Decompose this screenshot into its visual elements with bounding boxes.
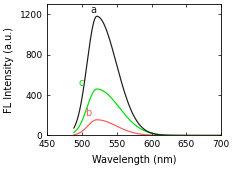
X-axis label: Wavelength (nm): Wavelength (nm) — [92, 155, 177, 165]
Text: a: a — [90, 5, 96, 15]
Y-axis label: FL Intensity (a.u.): FL Intensity (a.u.) — [4, 27, 14, 113]
Text: b: b — [85, 108, 91, 118]
Text: c: c — [79, 78, 84, 88]
